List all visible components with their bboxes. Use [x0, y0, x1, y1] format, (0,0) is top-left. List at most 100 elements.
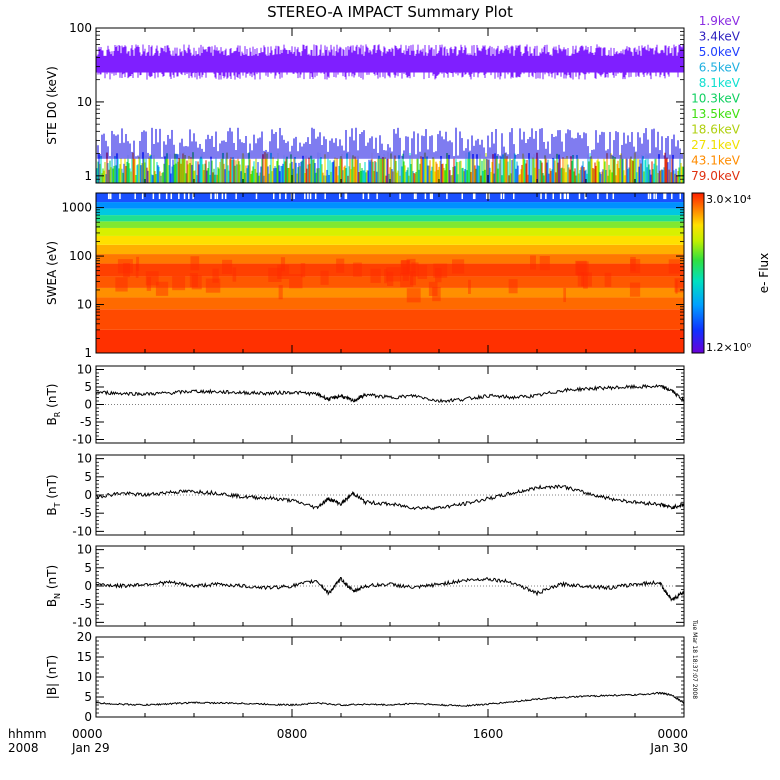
- heatmap-cell: [155, 281, 169, 296]
- plot-title: STEREO-A IMPACT Summary Plot: [267, 3, 513, 21]
- heatmap-cell: [668, 259, 681, 274]
- heatmap-gap: [285, 193, 287, 200]
- heatmap-gap: [485, 193, 488, 200]
- heatmap-cell: [386, 267, 401, 282]
- heatmap-cell: [428, 281, 438, 296]
- panel-bmag: 20 15 10 5 0 |B| (nT): [45, 630, 685, 724]
- ste-high-channel-core: [96, 55, 684, 73]
- heatmap-gap: [461, 193, 464, 200]
- heatmap-gap: [540, 193, 542, 200]
- x-row1-label: hhmm: [8, 727, 47, 741]
- y-tick-label: -10: [72, 615, 92, 629]
- timestamp-label: Tue Mar 18 18:37:07 2008: [691, 619, 698, 699]
- heatmap-gap: [664, 193, 667, 200]
- heatmap-gap: [255, 193, 258, 200]
- heatmap-gap: [188, 193, 190, 200]
- heatmap-cell: [400, 260, 410, 275]
- bt-ylabel: BT (nT): [45, 474, 62, 515]
- heatmap-gap: [183, 193, 186, 200]
- heatmap-gap: [584, 193, 586, 200]
- heatmap-gap: [653, 193, 655, 200]
- panel-swea: 3.0×10⁴ 1.2×10⁰ e- Flux 1000 100 10 1 SWEA (eV): [45, 192, 771, 360]
- heatmap-cell: [581, 272, 584, 287]
- heatmap-band: [96, 244, 684, 255]
- heatmap-cell: [336, 258, 345, 273]
- heatmap-cell: [146, 276, 152, 291]
- heatmap-gap: [304, 193, 306, 200]
- heatmap-gap: [235, 193, 237, 200]
- heatmap-gap: [272, 193, 275, 200]
- heatmap-band: [96, 297, 684, 310]
- legend-entry: 13.5keV: [691, 107, 741, 121]
- legend-entry: 10.3keV: [691, 92, 741, 106]
- bmag-series-line: [95, 691, 685, 707]
- heatmap-gap: [664, 193, 666, 200]
- heatmap-gap: [344, 193, 347, 200]
- heatmap-cell: [320, 270, 329, 285]
- y-tick-label: -5: [80, 415, 92, 429]
- heatmap-cell: [289, 274, 303, 289]
- heatmap-cell: [387, 271, 394, 286]
- y-tick-label: 20: [77, 630, 92, 644]
- heatmap-gap: [362, 193, 365, 200]
- swea-heatmap: [96, 193, 684, 353]
- heatmap-cell: [135, 263, 139, 278]
- heatmap-gap: [345, 193, 348, 200]
- heatmap-band: [96, 221, 684, 228]
- heatmap-cell: [278, 285, 283, 300]
- heatmap-gap: [564, 193, 567, 200]
- heatmap-gap: [424, 193, 427, 200]
- x-tick-time-label: 0800: [277, 727, 308, 741]
- y-tick-label: -10: [72, 524, 92, 538]
- heatmap-cell: [410, 271, 416, 286]
- heatmap-cell: [117, 259, 133, 274]
- heatmap-cell: [205, 278, 221, 293]
- heatmap-cell: [401, 260, 411, 275]
- y-tick-label: 10: [77, 298, 92, 312]
- heatmap-gap: [152, 193, 155, 200]
- y-tick-label: 15: [77, 650, 92, 664]
- heatmap-gap: [309, 193, 312, 200]
- heatmap-cell: [675, 279, 678, 294]
- legend-entry: 79.0keV: [691, 169, 741, 183]
- heatmap-cell: [190, 256, 200, 271]
- heatmap-gap: [178, 193, 180, 200]
- y-tick-label: 0: [84, 488, 92, 502]
- y-tick-label: 0: [84, 398, 92, 412]
- heatmap-gap: [109, 193, 112, 200]
- heatmap-cell: [435, 268, 442, 283]
- heatmap-gap: [307, 193, 309, 200]
- heatmap-gap: [502, 193, 505, 200]
- y-tick-label: 1000: [61, 201, 92, 215]
- heatmap-cell: [191, 275, 202, 290]
- heatmap-cell: [575, 260, 587, 275]
- heatmap-cell: [212, 268, 219, 283]
- heatmap-gap: [559, 193, 562, 200]
- heatmap-gap: [606, 193, 608, 200]
- y-tick-label: 0: [84, 579, 92, 593]
- x-tick-time-label: 1600: [473, 727, 504, 741]
- y-tick-label: -10: [72, 433, 92, 447]
- y-tick-label: 0: [84, 710, 92, 724]
- colorbar-label: e- Flux: [757, 253, 771, 293]
- swea-ylabel: SWEA (eV): [45, 241, 59, 305]
- x-row2-label: 2008: [8, 741, 39, 755]
- heatmap-cell: [417, 264, 428, 279]
- bn-series-line: [95, 576, 685, 602]
- y-tick-label: 10: [77, 543, 92, 557]
- heatmap-gap: [597, 193, 599, 200]
- heatmap-cell: [280, 257, 286, 272]
- heatmap-cell: [508, 279, 518, 294]
- heatmap-gap: [224, 193, 227, 200]
- heatmap-gap: [679, 193, 682, 200]
- ste-ylabel: STE D0 (keV): [45, 66, 59, 145]
- heatmap-cell: [629, 282, 641, 297]
- heatmap-gap: [488, 193, 490, 200]
- heatmap-gap: [500, 193, 503, 200]
- heatmap-band: [96, 202, 684, 209]
- heatmap-gap: [552, 193, 555, 200]
- bmag-ylabel: |B| (nT): [45, 655, 59, 699]
- y-tick-label: 10: [77, 363, 92, 377]
